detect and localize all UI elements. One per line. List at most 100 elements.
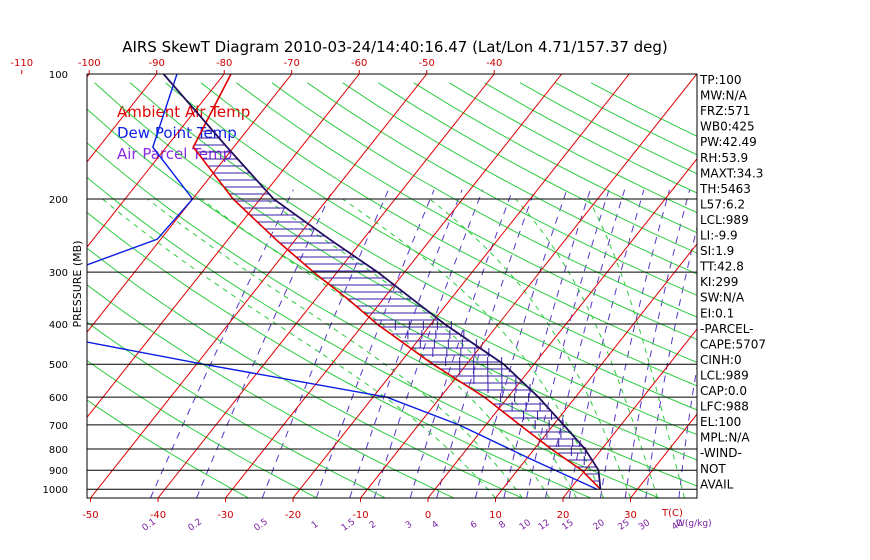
dry-adiabat-line	[87, 247, 523, 498]
pressure-tick-label: 200	[49, 195, 68, 206]
dry-adiabat-line	[271, 82, 697, 318]
dry-adiabat-line	[200, 82, 697, 363]
dry-adiabat-line	[87, 399, 249, 498]
mixing-ratio-line	[349, 189, 463, 498]
moist-adiabat-line	[588, 198, 685, 498]
dry-adiabat-line	[87, 176, 660, 498]
top-temp-tick-label: -80	[216, 58, 232, 69]
mixing-ratio-line	[568, 189, 645, 498]
index-value: MAXT:34.3	[700, 166, 763, 180]
isotherm-line	[0, 74, 22, 498]
mixing-ratio-tick-label: 2	[368, 520, 378, 531]
isotherm-line	[157, 74, 495, 498]
index-value: SI:1.9	[700, 244, 734, 258]
index-value: LCL:989	[700, 368, 749, 382]
mixing-ratio-line	[645, 225, 697, 498]
isotherm-line	[427, 157, 697, 498]
bottom-temp-tick-label: -10	[352, 510, 368, 521]
pressure-tick-label: 700	[49, 421, 68, 432]
index-value: TT:42.8	[699, 260, 744, 274]
dry-adiabat-line	[236, 82, 697, 341]
index-value: SW:N/A	[700, 291, 745, 305]
index-value: LCL:989	[700, 213, 749, 227]
moist-adiabat-line	[147, 198, 523, 498]
index-value: L57:6.2	[700, 197, 745, 211]
mixing-ratio-tick-label: 20	[592, 518, 607, 533]
isotherm-line	[630, 413, 697, 498]
plot-frame	[86, 73, 698, 499]
pressure-tick-label: 600	[49, 393, 68, 404]
mixing-ratio-tick-label: 8	[498, 519, 509, 531]
dry-adiabat-line	[87, 108, 697, 461]
mixing-ratio-line	[150, 189, 294, 498]
parcel-temp-line	[162, 74, 602, 490]
top-temp-tick-label: -90	[149, 58, 165, 69]
mixing-ratio-line	[599, 189, 670, 498]
mixing-ratio-line	[196, 189, 334, 498]
index-value: KI:299	[700, 275, 738, 289]
pressure-tick-label: 900	[49, 466, 68, 477]
bottom-temp-tick-label: -20	[285, 510, 301, 521]
index-value: MPL:N/A	[700, 431, 750, 445]
mixing-ratio-line	[503, 189, 591, 498]
bottom-temp-tick-label: 0	[425, 510, 431, 521]
top-temp-tick-label: -110	[10, 58, 33, 69]
mixing-ratio-line	[436, 189, 536, 498]
index-value: FRZ:571	[700, 104, 750, 118]
bottom-temp-tick-label: 30	[624, 510, 637, 521]
top-temp-tick-label: -40	[486, 58, 502, 69]
index-value: AVAIL	[700, 477, 734, 491]
index-value: NOT	[700, 462, 726, 476]
index-value: TP:100	[699, 73, 742, 87]
mixing-ratio-label: W(g/kg)	[676, 519, 712, 529]
isotherm-line	[87, 74, 158, 163]
bottom-temp-tick-label: -50	[82, 510, 98, 521]
pressure-tick-label: 400	[49, 320, 68, 331]
pressure-tick-label: 500	[49, 360, 68, 371]
pressure-tick-label: 800	[49, 445, 68, 456]
index-value: TH:5463	[699, 182, 751, 196]
isotherm-line	[87, 74, 293, 333]
isotherm-line	[292, 74, 630, 498]
plot-area	[0, 74, 870, 498]
isotherm-line	[495, 243, 697, 498]
mixing-ratio-tick-label: 4	[430, 519, 441, 531]
top-temp-tick-label: -50	[419, 58, 435, 69]
dry-adiabat-line	[129, 82, 697, 411]
mixing-ratio-tick-label: 1	[310, 520, 320, 531]
isotherm-line	[225, 74, 563, 498]
bottom-temp-tick-label: 10	[489, 510, 502, 521]
index-value: EL:100	[700, 415, 741, 429]
mixing-ratio-line	[261, 189, 389, 498]
mixing-ratio-line	[315, 189, 435, 498]
index-value: LFC:988	[700, 400, 749, 414]
isotherm-line	[766, 74, 870, 498]
mixing-ratio-tick-label: 10	[518, 518, 533, 533]
mixing-ratio-tick-label: 12	[537, 518, 552, 533]
mixing-ratio-line	[624, 189, 691, 498]
pressure-tick-label: 1000	[43, 485, 68, 496]
dry-adiabat-line	[378, 82, 697, 254]
mixing-ratio-line	[474, 189, 568, 498]
index-value: -WIND-	[700, 446, 742, 460]
pressure-tick-label: 100	[49, 70, 68, 81]
moist-adiabat-line	[429, 198, 631, 498]
pressure-tick-label: 300	[49, 268, 68, 279]
moist-adiabat-line	[102, 198, 496, 498]
bottom-temp-tick-label: 20	[557, 510, 570, 521]
isotherm-line	[360, 74, 697, 498]
mixing-ratio-line	[545, 189, 626, 498]
chart-title: AIRS SkewT Diagram 2010-03-24/14:40:16.4…	[122, 38, 668, 56]
bottom-temp-tick-label: -30	[217, 510, 233, 521]
mixing-ratio-tick-label: 6	[469, 519, 480, 531]
top-temp-tick-label: -60	[351, 58, 367, 69]
isotherm-line	[87, 74, 225, 248]
mixing-ratio-line	[373, 189, 484, 498]
index-value: EI:0.1	[700, 306, 734, 320]
index-value: PW:42.49	[700, 135, 757, 149]
index-value: CAP:0.0	[700, 384, 747, 398]
moist-adiabat-line	[200, 198, 550, 498]
dew-point-line	[87, 74, 598, 490]
index-value: CINH:0	[700, 353, 742, 367]
